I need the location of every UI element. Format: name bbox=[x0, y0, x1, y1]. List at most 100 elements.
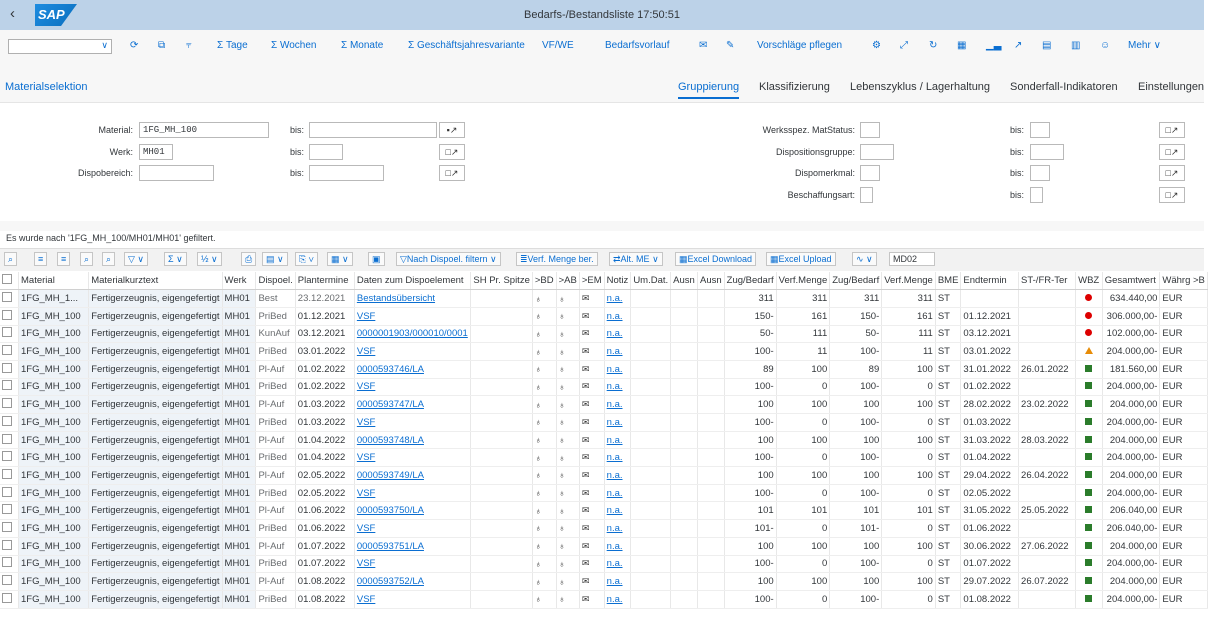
werk-to-input[interactable] bbox=[309, 144, 343, 160]
dispomerkmal-to-input[interactable] bbox=[1030, 165, 1050, 181]
row-checkbox[interactable] bbox=[0, 360, 20, 379]
column-header[interactable]: Werk bbox=[222, 272, 257, 291]
ab-icon[interactable]: ♁ bbox=[556, 289, 580, 308]
sort-desc-icon[interactable]: ≡ bbox=[57, 252, 71, 266]
note-link[interactable]: n.a. bbox=[604, 325, 632, 344]
element-data-link[interactable]: VSF bbox=[354, 307, 472, 326]
note-link[interactable]: n.a. bbox=[604, 501, 632, 521]
columns-icon[interactable]: ▥ bbox=[1071, 40, 1081, 51]
row-checkbox[interactable] bbox=[0, 307, 20, 326]
ab-icon[interactable]: ♁ bbox=[556, 360, 580, 379]
row-checkbox[interactable] bbox=[0, 395, 20, 414]
copy-icon[interactable]: ⧉ bbox=[158, 40, 166, 51]
bd-icon[interactable]: ♁ bbox=[532, 501, 557, 521]
filter-dispoel-button[interactable]: ▽Nach Dispoel. filtern ∨ bbox=[396, 252, 501, 266]
column-header[interactable]: Materialkurztext bbox=[88, 272, 223, 291]
element-data-link[interactable]: VSF bbox=[354, 590, 472, 609]
table-row[interactable]: 1FG_MH_100 Fertigerzeugnis, eigengefertig… bbox=[0, 431, 1208, 450]
em-icon[interactable]: ✉ bbox=[579, 325, 605, 344]
em-icon[interactable]: ✉ bbox=[579, 555, 605, 574]
element-data-link[interactable]: VSF bbox=[354, 378, 472, 397]
bd-icon[interactable]: ♁ bbox=[532, 537, 557, 556]
element-data-link[interactable]: 0000001903/000010/0001 bbox=[354, 325, 472, 344]
multi-select-button[interactable]: ▪↗ bbox=[439, 122, 465, 138]
sort-asc-icon[interactable]: ≡ bbox=[34, 252, 48, 266]
element-data-link[interactable]: 0000593746/LA bbox=[354, 360, 472, 379]
dispobereich-input[interactable] bbox=[139, 165, 214, 181]
element-data-link[interactable]: 0000593749/LA bbox=[354, 466, 472, 485]
grid-icon[interactable]: ▦ bbox=[957, 40, 967, 51]
table-row[interactable]: 1FG_MH_100 Fertigerzeugnis, eigengefertig… bbox=[0, 448, 1208, 468]
bd-icon[interactable]: ♁ bbox=[532, 448, 557, 468]
material-cell[interactable]: 1FG_MH_1... bbox=[18, 289, 90, 308]
row-checkbox[interactable] bbox=[0, 378, 20, 397]
ab-icon[interactable]: ♁ bbox=[556, 342, 580, 361]
row-checkbox[interactable] bbox=[0, 289, 20, 308]
ab-icon[interactable]: ♁ bbox=[556, 572, 580, 591]
element-data-link[interactable]: 0000593752/LA bbox=[354, 572, 472, 591]
dispobereich-to-input[interactable] bbox=[309, 165, 384, 181]
row-checkbox[interactable] bbox=[0, 413, 20, 432]
bd-icon[interactable]: ♁ bbox=[532, 360, 557, 379]
table-row[interactable]: 1FG_MH_100 Fertigerzeugnis, eigengefertig… bbox=[0, 378, 1208, 397]
layout-icon[interactable]: ▤ bbox=[1042, 40, 1052, 51]
table-row[interactable]: 1FG_MH_100 Fertigerzeugnis, eigengefertig… bbox=[0, 519, 1208, 538]
ab-icon[interactable]: ♁ bbox=[556, 325, 580, 344]
transaction-input[interactable]: MD02 bbox=[889, 252, 935, 266]
werk-input[interactable]: MH01 bbox=[139, 144, 173, 160]
element-data-link[interactable]: 0000593748/LA bbox=[354, 431, 472, 450]
find-next-icon[interactable]: ⌕ bbox=[102, 252, 116, 266]
beschaffungsart-input[interactable] bbox=[860, 187, 873, 203]
element-data-link[interactable]: VSF bbox=[354, 413, 472, 432]
note-link[interactable]: n.a. bbox=[604, 413, 632, 432]
em-icon[interactable]: ✉ bbox=[579, 342, 605, 361]
tab-lebenszyklus[interactable]: Lebenszyklus / Lagerhaltung bbox=[850, 81, 991, 93]
vf-we-button[interactable]: VF/WE bbox=[542, 40, 574, 51]
edit-icon[interactable]: ✎ bbox=[726, 40, 735, 51]
ab-icon[interactable]: ♁ bbox=[556, 590, 580, 609]
bar-chart-icon[interactable]: ▁▃ bbox=[986, 40, 1002, 51]
ab-icon[interactable]: ♁ bbox=[556, 519, 580, 538]
multi-select-button[interactable]: □↗ bbox=[439, 144, 465, 160]
bd-icon[interactable]: ♁ bbox=[532, 572, 557, 591]
info-icon[interactable]: ▣ bbox=[368, 252, 385, 266]
column-header[interactable]: Endtermin bbox=[960, 272, 1020, 291]
note-link[interactable]: n.a. bbox=[604, 519, 632, 538]
print-icon[interactable]: ⎙ bbox=[241, 252, 257, 266]
column-header[interactable]: Verf.Menge bbox=[881, 272, 936, 291]
note-link[interactable]: n.a. bbox=[604, 378, 632, 397]
table-row[interactable]: 1FG_MH_100 Fertigerzeugnis, eigengefertig… bbox=[0, 501, 1208, 521]
em-icon[interactable]: ✉ bbox=[579, 307, 605, 326]
row-checkbox[interactable] bbox=[0, 466, 20, 485]
table-row[interactable]: 1FG_MH_1... Fertigerzeugnis, eigengeferti… bbox=[0, 289, 1208, 308]
element-data-link[interactable]: 0000593747/LA bbox=[354, 395, 472, 414]
em-icon[interactable]: ✉ bbox=[579, 484, 605, 503]
note-link[interactable]: n.a. bbox=[604, 466, 632, 485]
more-button[interactable]: Mehr ∨ bbox=[1128, 40, 1161, 51]
row-checkbox[interactable] bbox=[0, 537, 20, 556]
em-icon[interactable]: ✉ bbox=[579, 590, 605, 609]
ab-icon[interactable]: ♁ bbox=[556, 378, 580, 397]
ab-icon[interactable]: ♁ bbox=[556, 537, 580, 556]
multi-select-button[interactable]: □↗ bbox=[1159, 187, 1185, 203]
column-header[interactable]: Gesamtwert bbox=[1102, 272, 1161, 291]
note-link[interactable]: n.a. bbox=[604, 395, 632, 414]
back-icon[interactable]: ‹ bbox=[10, 5, 15, 22]
tab-gruppierung[interactable]: Gruppierung bbox=[678, 81, 740, 99]
alt-me-button[interactable]: ⇄Alt. ME ∨ bbox=[609, 252, 663, 266]
column-header[interactable]: Währg >B bbox=[1159, 272, 1208, 291]
bd-icon[interactable]: ♁ bbox=[532, 325, 557, 344]
multi-select-button[interactable]: □↗ bbox=[1159, 165, 1185, 181]
person-icon[interactable]: ☺ bbox=[1100, 40, 1111, 51]
element-data-link[interactable]: Bestandsübersicht bbox=[354, 289, 472, 308]
row-checkbox[interactable] bbox=[0, 519, 20, 538]
dispogruppe-to-input[interactable] bbox=[1030, 144, 1064, 160]
column-header[interactable]: Material bbox=[18, 272, 90, 291]
ab-icon[interactable]: ♁ bbox=[556, 466, 580, 485]
ab-icon[interactable]: ♁ bbox=[556, 501, 580, 521]
table-row[interactable]: 1FG_MH_100 Fertigerzeugnis, eigengefertig… bbox=[0, 342, 1208, 361]
em-icon[interactable]: ✉ bbox=[579, 378, 605, 397]
table-row[interactable]: 1FG_MH_100 Fertigerzeugnis, eigengefertig… bbox=[0, 466, 1208, 485]
column-header[interactable]: Plantermine bbox=[295, 272, 355, 291]
em-icon[interactable]: ✉ bbox=[579, 501, 605, 521]
